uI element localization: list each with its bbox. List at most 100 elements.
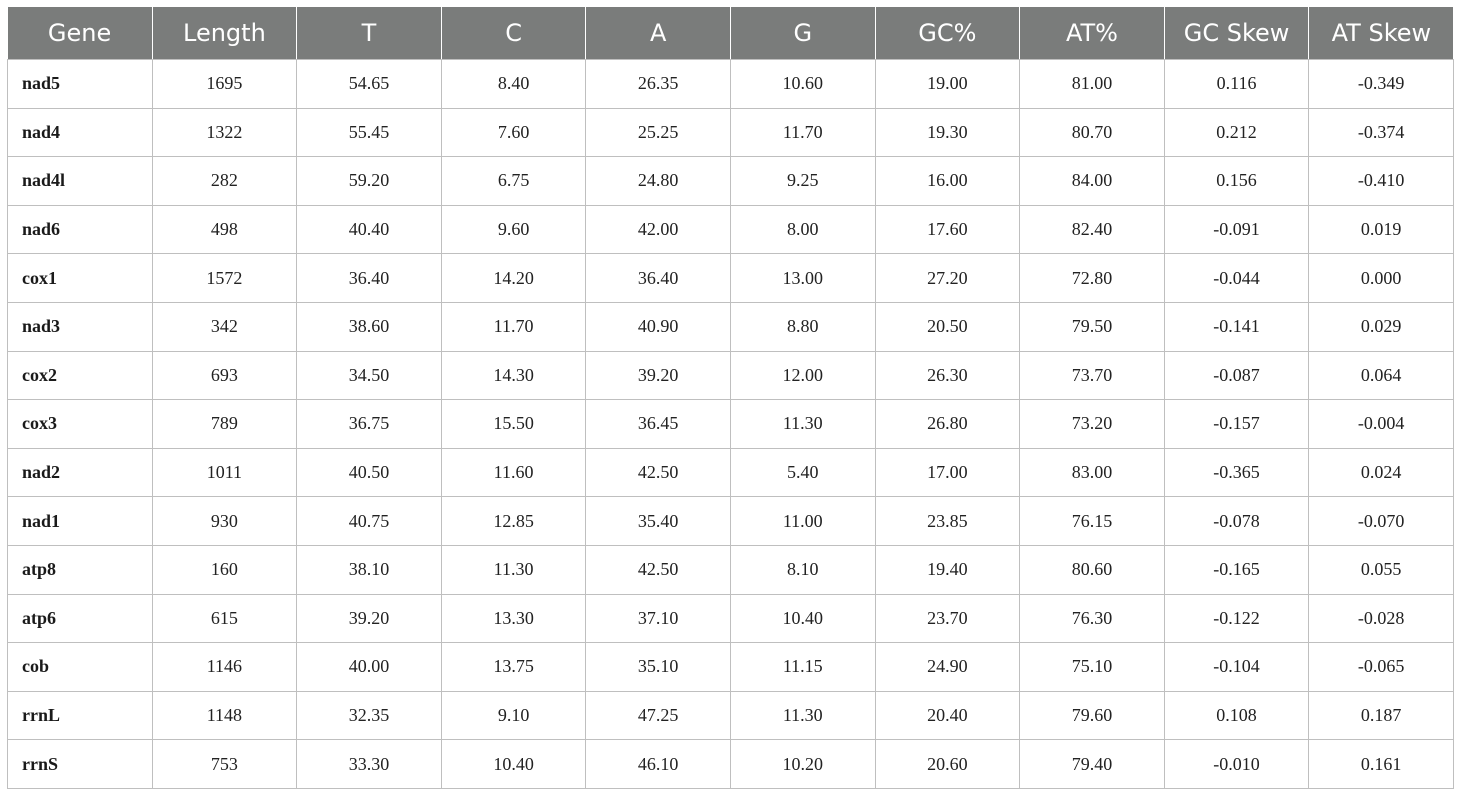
cell-a: 42.00 <box>585 204 731 255</box>
cell-gc-skew: -0.091 <box>1163 204 1310 255</box>
cell-at-percent: 82.40 <box>1019 204 1165 255</box>
cell-c: 9.60 <box>440 204 587 255</box>
cell-at-skew: -0.349 <box>1308 59 1454 109</box>
cell-at-percent: 73.70 <box>1019 350 1165 401</box>
cell-t: 40.50 <box>296 447 442 498</box>
cell-gc-percent: 17.60 <box>874 204 1021 255</box>
cell-at-skew: -0.374 <box>1308 107 1454 158</box>
cell-at-skew: 0.024 <box>1308 447 1454 498</box>
table-row: nad3 342 38.60 11.70 40.90 8.80 20.50 79.50 -0.1… <box>7 301 1454 352</box>
cell-at-percent: 73.20 <box>1019 399 1165 449</box>
cell-gene: cox3 <box>7 399 153 449</box>
header-c: C <box>440 7 586 60</box>
header-a: A <box>585 7 731 60</box>
cell-length: 1011 <box>151 447 298 498</box>
cell-a: 36.45 <box>585 399 731 449</box>
header-at-percent: AT% <box>1019 7 1165 60</box>
header-gene: Gene <box>7 7 153 60</box>
cell-gene: cob <box>7 642 153 692</box>
cell-c: 10.40 <box>440 739 587 789</box>
cell-at-percent: 76.30 <box>1019 593 1165 644</box>
cell-gc-percent: 20.60 <box>874 739 1021 789</box>
cell-length: 1572 <box>151 253 298 303</box>
cell-gc-percent: 19.30 <box>874 107 1021 158</box>
cell-length: 160 <box>151 544 298 595</box>
cell-at-percent: 79.50 <box>1019 301 1165 352</box>
cell-at-percent: 80.70 <box>1019 107 1165 158</box>
cell-a: 24.80 <box>585 156 731 206</box>
cell-at-skew: -0.410 <box>1308 156 1454 206</box>
cell-length: 789 <box>151 399 298 449</box>
cell-gc-skew: 0.212 <box>1163 107 1310 158</box>
cell-t: 54.65 <box>296 59 442 109</box>
cell-at-percent: 75.10 <box>1019 642 1165 692</box>
cell-t: 55.45 <box>296 107 442 158</box>
cell-gc-skew: -0.122 <box>1163 593 1310 644</box>
header-g: G <box>729 7 876 60</box>
cell-c: 11.30 <box>440 544 587 595</box>
gene-composition-table-container: Gene Length T C A G GC% AT% GC Skew AT S… <box>7 7 1454 789</box>
table-row: nad6 498 40.40 9.60 42.00 8.00 17.60 82.40 -0.09… <box>7 204 1454 255</box>
cell-g: 11.15 <box>729 642 876 692</box>
cell-t: 40.40 <box>296 204 442 255</box>
cell-t: 40.00 <box>296 642 442 692</box>
cell-t: 36.40 <box>296 253 442 303</box>
header-at-skew: AT Skew <box>1308 7 1454 60</box>
table-body: nad5 1695 54.65 8.40 26.35 10.60 19.00 81.00 0.1… <box>7 59 1454 789</box>
cell-g: 11.70 <box>729 107 876 158</box>
cell-a: 37.10 <box>585 593 731 644</box>
header-gc-skew: GC Skew <box>1163 7 1309 60</box>
cell-at-skew: 0.029 <box>1308 301 1454 352</box>
header-length: Length <box>151 7 297 60</box>
cell-g: 10.20 <box>729 739 876 789</box>
cell-gene: rrnS <box>7 739 153 789</box>
cell-length: 693 <box>151 350 298 401</box>
cell-gc-percent: 23.85 <box>874 496 1021 546</box>
cell-length: 615 <box>151 593 298 644</box>
cell-g: 12.00 <box>729 350 876 401</box>
cell-gc-percent: 19.40 <box>874 544 1021 595</box>
cell-gc-percent: 26.30 <box>874 350 1021 401</box>
cell-c: 13.75 <box>440 642 587 692</box>
cell-a: 40.90 <box>585 301 731 352</box>
cell-gc-skew: -0.141 <box>1163 301 1310 352</box>
cell-g: 10.40 <box>729 593 876 644</box>
cell-at-percent: 79.60 <box>1019 690 1165 741</box>
cell-g: 11.30 <box>729 690 876 741</box>
cell-at-skew: -0.070 <box>1308 496 1454 546</box>
cell-t: 38.60 <box>296 301 442 352</box>
cell-t: 40.75 <box>296 496 442 546</box>
cell-gc-skew: -0.078 <box>1163 496 1310 546</box>
cell-c: 13.30 <box>440 593 587 644</box>
cell-gc-skew: -0.165 <box>1163 544 1310 595</box>
cell-c: 15.50 <box>440 399 587 449</box>
cell-length: 930 <box>151 496 298 546</box>
cell-at-skew: -0.065 <box>1308 642 1454 692</box>
cell-length: 498 <box>151 204 298 255</box>
cell-at-percent: 80.60 <box>1019 544 1165 595</box>
cell-gc-percent: 20.40 <box>874 690 1021 741</box>
cell-c: 8.40 <box>440 59 587 109</box>
cell-at-skew: 0.000 <box>1308 253 1454 303</box>
cell-c: 12.85 <box>440 496 587 546</box>
cell-a: 35.40 <box>585 496 731 546</box>
cell-at-skew: 0.064 <box>1308 350 1454 401</box>
cell-gene: atp6 <box>7 593 153 644</box>
cell-gc-percent: 17.00 <box>874 447 1021 498</box>
cell-at-percent: 76.15 <box>1019 496 1165 546</box>
table-row: atp6 615 39.20 13.30 37.10 10.40 23.70 76.30 -0.… <box>7 593 1454 644</box>
cell-gene: cox1 <box>7 253 153 303</box>
cell-gc-skew: -0.010 <box>1163 739 1310 789</box>
cell-length: 1148 <box>151 690 298 741</box>
cell-c: 11.70 <box>440 301 587 352</box>
cell-gc-percent: 24.90 <box>874 642 1021 692</box>
cell-at-percent: 72.80 <box>1019 253 1165 303</box>
cell-at-percent: 84.00 <box>1019 156 1165 206</box>
table-row: rrnS 753 33.30 10.40 46.10 10.20 20.60 79.40 -0.… <box>7 739 1454 789</box>
cell-t: 39.20 <box>296 593 442 644</box>
cell-c: 14.30 <box>440 350 587 401</box>
cell-at-skew: 0.019 <box>1308 204 1454 255</box>
cell-gc-skew: -0.157 <box>1163 399 1310 449</box>
cell-length: 282 <box>151 156 298 206</box>
cell-a: 36.40 <box>585 253 731 303</box>
